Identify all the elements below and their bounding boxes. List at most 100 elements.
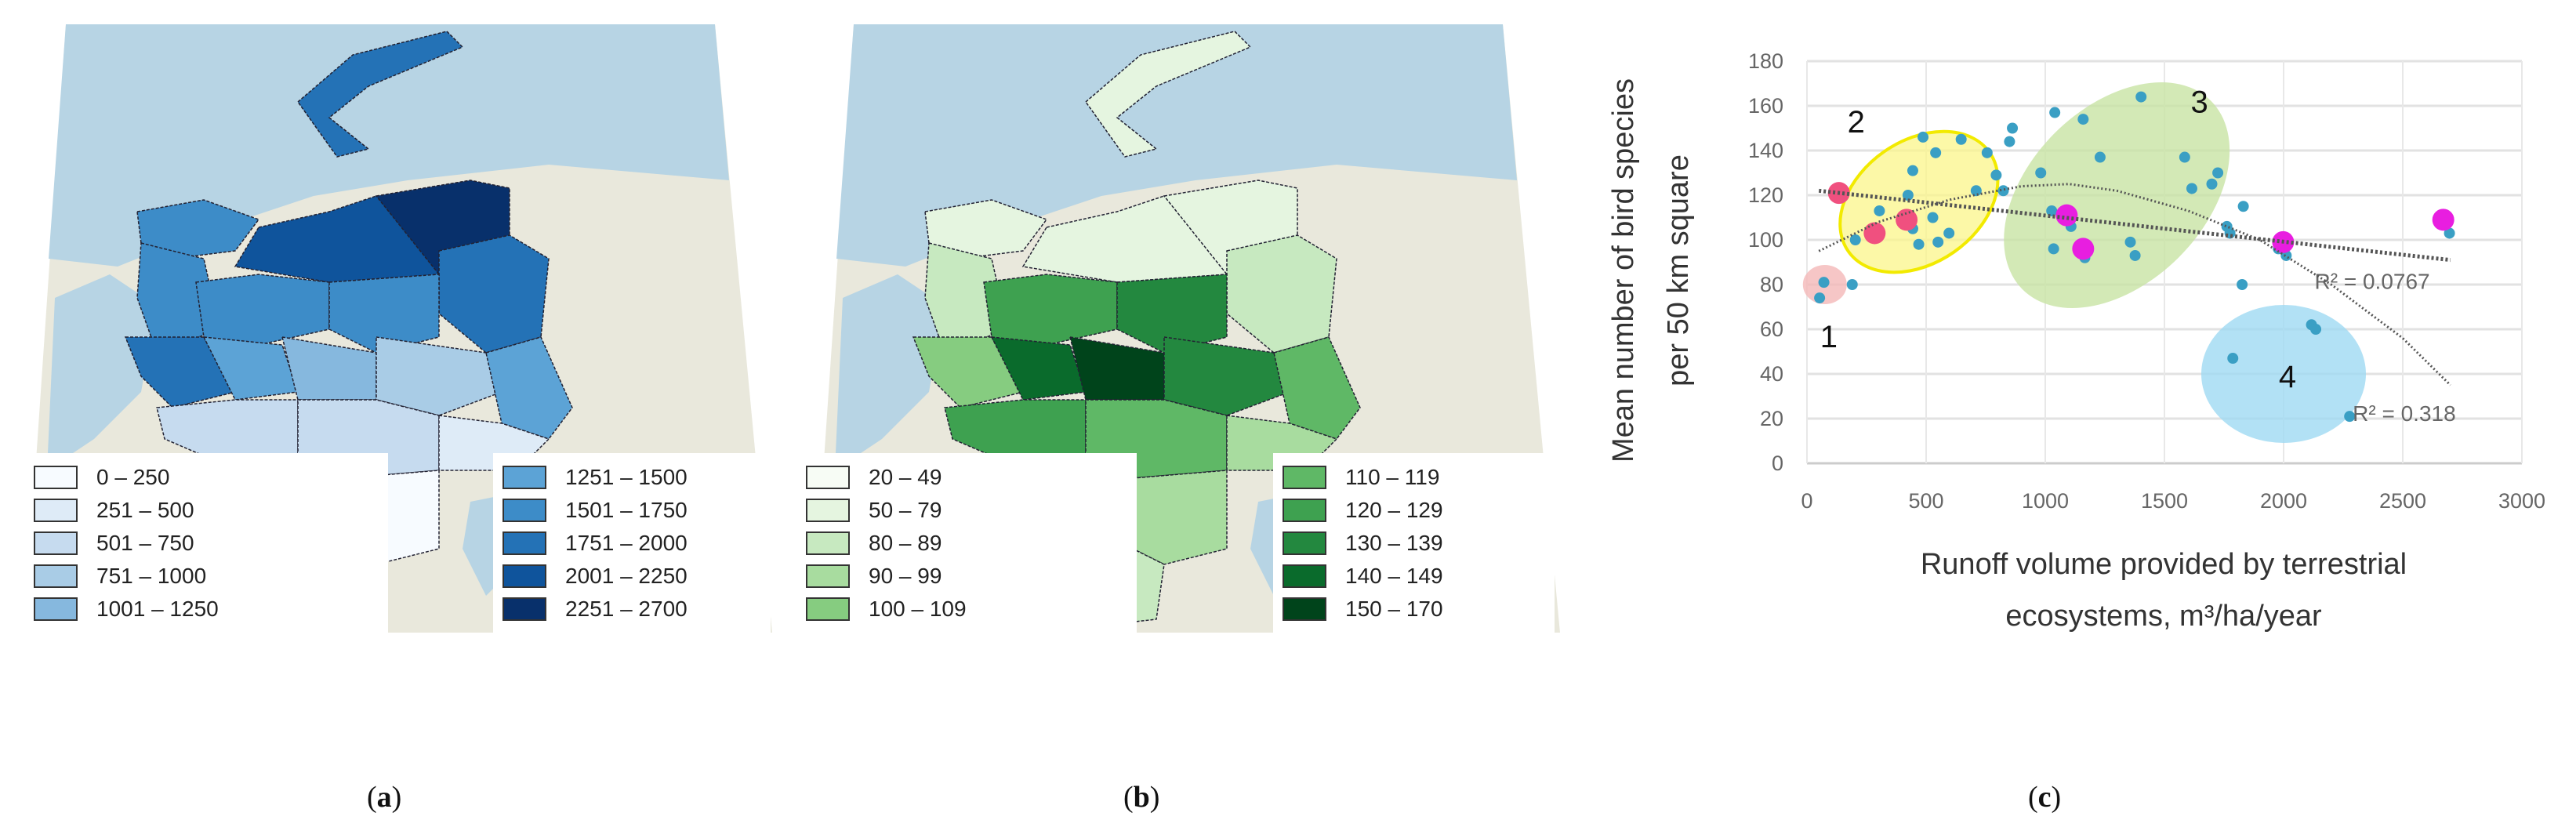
legend-label: 1251 – 1500 xyxy=(565,465,688,489)
x-tick-label: 2500 xyxy=(2379,489,2426,513)
legend-item: 501 – 750 xyxy=(34,527,379,560)
data-point xyxy=(2124,236,2136,248)
legend-label: 751 – 1000 xyxy=(96,564,207,588)
x-tick-label: 500 xyxy=(1908,489,1943,513)
map-region xyxy=(1273,336,1361,440)
data-point xyxy=(2179,151,2190,163)
data-point xyxy=(1997,185,2009,197)
legend-label: 140 – 149 xyxy=(1345,564,1443,588)
data-point xyxy=(1917,131,1929,143)
legend-swatch xyxy=(806,597,850,621)
caption-letter: c xyxy=(2037,781,2052,814)
legend-swatch xyxy=(34,499,78,522)
legend-item: 751 – 1000 xyxy=(34,560,379,593)
legend-b-left: 20 – 49 50 – 79 80 – 89 90 – 99 100 – 10… xyxy=(796,453,1137,633)
data-point xyxy=(2055,204,2078,227)
legend-item: 251 – 500 xyxy=(34,494,379,527)
legend-swatch xyxy=(806,531,850,555)
x-axis-title-line1: Runoff volume provided by terrestrial xyxy=(1921,548,2407,581)
legend-item: 90 – 99 xyxy=(806,560,1127,593)
legend-label: 110 – 119 xyxy=(1345,465,1440,489)
map-region xyxy=(1084,31,1252,158)
data-point xyxy=(2344,411,2356,423)
map-region xyxy=(912,336,1025,408)
data-point xyxy=(1943,227,1955,239)
y-tick-label: 120 xyxy=(1748,183,1783,207)
map-region xyxy=(136,199,260,259)
data-point xyxy=(2237,201,2249,212)
legend-swatch xyxy=(34,564,78,588)
legend-label: 501 – 750 xyxy=(96,531,194,555)
legend-label: 120 – 129 xyxy=(1345,498,1443,522)
legend-item: 0 – 250 xyxy=(34,461,379,494)
legend-label: 251 – 500 xyxy=(96,498,194,522)
x-axis-title-line2: ecosystems, m³/ha/year xyxy=(2005,600,2322,633)
x-tick-label: 1000 xyxy=(2022,489,2069,513)
legend-label: 80 – 89 xyxy=(869,531,942,555)
cluster-label-1: 1 xyxy=(1820,320,1838,354)
map-region xyxy=(376,336,503,416)
data-point xyxy=(1932,236,1944,248)
data-point xyxy=(2227,353,2239,365)
y-tick-label: 160 xyxy=(1748,94,1783,118)
cluster-ellipse-4 xyxy=(2201,305,2366,443)
map-region xyxy=(124,336,237,408)
legend-item: 1751 – 2000 xyxy=(503,527,761,560)
legend-swatch xyxy=(503,499,546,522)
r-squared-label: R² = 0.0767 xyxy=(2315,270,2430,294)
x-tick-label: 1500 xyxy=(2141,489,2188,513)
map-baltic-sea xyxy=(47,274,157,470)
legend-swatch xyxy=(34,597,78,621)
map-region xyxy=(234,195,440,283)
y-tick-label: 20 xyxy=(1760,407,1783,430)
legend-swatch xyxy=(806,466,850,489)
y-tick-label: 100 xyxy=(1748,228,1783,252)
legend-swatch xyxy=(503,466,546,489)
data-point xyxy=(1955,133,1967,145)
data-point xyxy=(1913,238,1925,250)
data-point xyxy=(1896,209,1918,231)
legend-item: 140 – 149 xyxy=(1283,560,1545,593)
legend-label: 1751 – 2000 xyxy=(565,531,688,555)
map-region xyxy=(485,336,573,440)
trendline-polynomial xyxy=(1818,183,2451,386)
legend-item: 120 – 129 xyxy=(1283,494,1545,527)
caption-a: (a) xyxy=(367,781,402,814)
data-point xyxy=(2007,122,2019,134)
map-region xyxy=(438,234,550,354)
data-point xyxy=(1930,147,1942,158)
x-tick-label: 2000 xyxy=(2260,489,2307,513)
cluster-ellipse-3 xyxy=(2004,82,2230,308)
map-region xyxy=(1021,195,1228,283)
legend-label: 20 – 49 xyxy=(869,465,942,489)
data-point xyxy=(2094,151,2106,163)
data-point xyxy=(2206,178,2218,190)
map-region xyxy=(156,399,299,463)
legend-item: 100 – 109 xyxy=(806,593,1127,626)
legend-item: 2001 – 2250 xyxy=(503,560,761,593)
map-baltic-sea xyxy=(835,274,945,470)
legend-b-right: 110 – 119 120 – 129 130 – 139 140 – 149 … xyxy=(1273,453,1555,633)
cluster-label-2: 2 xyxy=(1848,105,1865,140)
legend-label: 130 – 139 xyxy=(1345,531,1443,555)
x-tick-label: 0 xyxy=(1801,489,1812,513)
map-region xyxy=(944,399,1087,463)
data-point xyxy=(2004,136,2015,147)
data-point xyxy=(1981,147,1993,158)
data-point xyxy=(2048,243,2059,255)
legend-label: 100 – 109 xyxy=(869,597,967,621)
legend-item: 1251 – 1500 xyxy=(503,461,761,494)
data-point xyxy=(2432,209,2454,231)
data-point xyxy=(1849,234,1861,245)
data-point xyxy=(2237,279,2248,290)
map-region xyxy=(924,199,1048,259)
data-point xyxy=(1818,277,1830,288)
data-point xyxy=(2186,183,2197,194)
caption-c: (c) xyxy=(2028,781,2062,814)
legend-label: 0 – 250 xyxy=(96,465,170,489)
legend-swatch xyxy=(503,597,546,621)
legend-swatch xyxy=(1283,466,1326,489)
legend-label: 90 – 99 xyxy=(869,564,942,588)
legend-swatch xyxy=(503,531,546,555)
legend-item: 20 – 49 xyxy=(806,461,1127,494)
